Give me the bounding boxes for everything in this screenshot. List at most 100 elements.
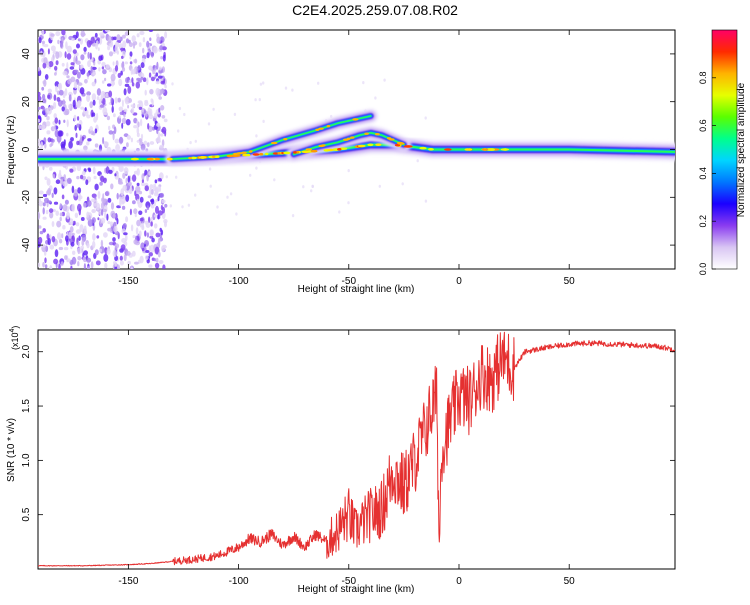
noise-dot (61, 62, 65, 67)
noise-dot (112, 237, 116, 242)
noise-dot (86, 40, 92, 48)
noise-dot (106, 248, 111, 255)
noise-dot (76, 247, 82, 254)
noise-dot (178, 106, 182, 111)
noise-dot (107, 35, 112, 44)
snr-y-tick-label: 2.0 (21, 344, 32, 358)
noise-dot (46, 115, 50, 121)
noise-dot (118, 136, 124, 144)
noise-dot (284, 86, 288, 90)
noise-dot (75, 132, 78, 138)
noise-dot (125, 194, 130, 202)
noise-dot (91, 66, 97, 70)
noise-dot (140, 76, 144, 81)
noise-dot (259, 82, 263, 86)
snr-x-ticks: -150 -100 -50 0 50 (118, 330, 575, 587)
noise-dot (235, 212, 238, 216)
noise-dot (127, 85, 132, 94)
noise-dot (131, 82, 135, 87)
noise-dot (54, 129, 59, 138)
noise-dot (80, 32, 86, 37)
noise-dot (93, 175, 97, 180)
noise-dot (93, 60, 96, 66)
noise-dot (79, 65, 83, 70)
noise-dot (53, 113, 57, 119)
noise-dot (131, 174, 137, 182)
noise-dot (76, 43, 80, 49)
noise-dot (42, 207, 45, 215)
noise-dot (160, 80, 165, 85)
noise-dot (83, 250, 88, 256)
noise-dot (148, 264, 153, 268)
noise-dot (155, 72, 159, 77)
noise-dot (70, 137, 74, 142)
noise-dot (89, 101, 93, 109)
hot-spot (326, 125, 331, 128)
noise-dot (135, 227, 139, 235)
noise-dot (150, 230, 154, 237)
hot-spot (259, 152, 264, 156)
snr-y-tick-label: 1.0 (21, 453, 32, 467)
noise-dot (374, 96, 377, 100)
snr-x-label: Height of straight line (km) (298, 584, 415, 595)
noise-dot (140, 133, 144, 140)
noise-dot (158, 186, 162, 192)
noise-dot (78, 197, 81, 202)
noise-dot (158, 172, 164, 180)
noise-dot (378, 184, 381, 188)
noise-dot (137, 121, 140, 128)
noise-dot (147, 107, 151, 114)
noise-dot (86, 91, 91, 96)
noise-dot (311, 184, 314, 188)
snr-plot: -150 -100 -50 0 50 0.5 1.0 1.5 2.0 Height of st… (6, 326, 676, 595)
noise-dot (40, 124, 46, 130)
noise-dot (155, 232, 161, 238)
noise-dot (154, 258, 157, 262)
noise-dot (125, 250, 131, 256)
noise-dot (74, 124, 77, 131)
noise-dot (114, 65, 119, 72)
noise-dot (148, 112, 152, 116)
snr-y-ticks: 0.5 1.0 1.5 2.0 (21, 344, 675, 522)
noise-dot (129, 208, 132, 216)
hot-spot (252, 153, 260, 156)
noise-dot (134, 261, 139, 265)
noise-dot (148, 245, 152, 253)
noise-dot (141, 222, 144, 229)
noise-dot (49, 211, 54, 219)
spectrogram-x-tick-label: -100 (229, 276, 249, 287)
noise-dot (155, 87, 160, 96)
noise-dot (139, 255, 144, 264)
noise-dot (94, 32, 98, 38)
hot-spot (245, 153, 251, 157)
noise-dot (56, 97, 61, 102)
noise-dot (68, 91, 73, 97)
noise-dot (77, 85, 80, 91)
noise-dot (254, 98, 257, 102)
noise-dot (114, 45, 119, 54)
noise-dot (147, 195, 152, 199)
hot-spot (500, 148, 509, 151)
noise-dot (55, 31, 61, 37)
hot-spot (375, 143, 382, 146)
noise-dot (76, 175, 80, 180)
noise-dot (153, 201, 156, 207)
noise-dot (229, 192, 233, 196)
noise-dot (102, 69, 107, 75)
noise-dot (401, 182, 404, 186)
colorbar-tick-label: 0.4 (698, 167, 708, 180)
hot-spot (388, 138, 395, 141)
noise-dot (54, 117, 59, 124)
noise-dot (133, 43, 135, 49)
noise-dot (60, 141, 66, 149)
noise-dot (158, 66, 162, 71)
noise-dot (73, 56, 76, 65)
noise-dot (47, 88, 52, 94)
colorbar-tick-label: 0.8 (698, 72, 708, 85)
noise-dot (83, 51, 87, 55)
noise-dot (134, 58, 138, 64)
noise-dot (144, 101, 149, 106)
noise-dot (113, 36, 117, 41)
hot-spot (198, 156, 207, 159)
hot-spot (315, 128, 320, 131)
